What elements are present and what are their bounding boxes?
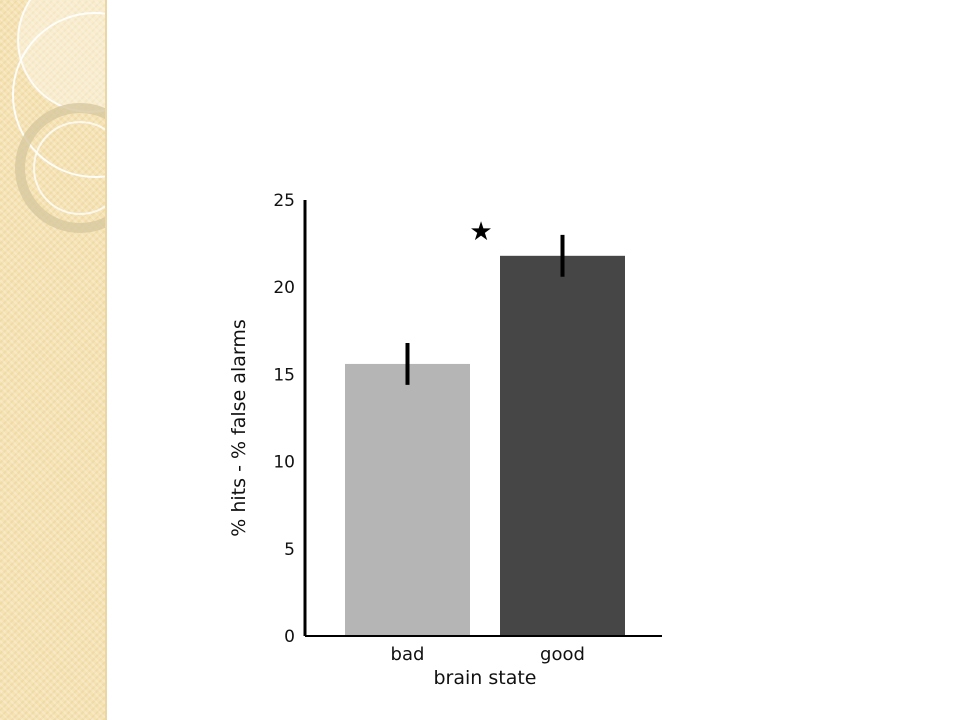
y-tick-label: 0 (284, 627, 295, 647)
x-category-label: good (540, 644, 585, 665)
y-tick-label: 15 (273, 365, 295, 385)
y-tick-label: 5 (284, 540, 295, 560)
significance-star: ★ (469, 217, 492, 247)
decorative-side-panel (0, 0, 107, 720)
y-tick-label: 10 (273, 453, 295, 473)
ring-ornament-icon (12, 0, 105, 233)
y-tick-label: 20 (273, 278, 295, 298)
bar-good (500, 255, 625, 637)
y-tick-label: 25 (273, 191, 295, 211)
bar-bad (345, 363, 470, 636)
y-axis-title: % hits - % false alarms (228, 319, 250, 536)
bar-chart: 0 5 10 15 20 25 bad good brain state % hits - … (228, 191, 662, 689)
x-axis-title: brain state (433, 667, 536, 689)
x-category-label: bad (391, 644, 425, 665)
